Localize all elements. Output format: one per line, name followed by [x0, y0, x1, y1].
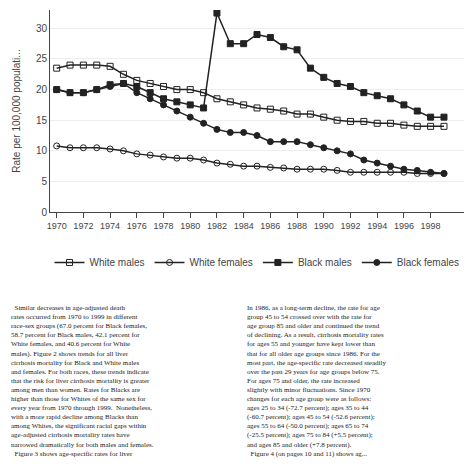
svg-text:1972: 1972 [73, 221, 93, 231]
svg-text:1992: 1992 [340, 221, 360, 231]
svg-text:15: 15 [36, 115, 48, 126]
svg-text:1970: 1970 [47, 221, 67, 231]
svg-text:Black females: Black females [397, 257, 459, 268]
svg-text:1998: 1998 [421, 221, 441, 231]
svg-text:10: 10 [36, 145, 48, 156]
svg-text:0: 0 [41, 207, 47, 218]
svg-text:1988: 1988 [287, 221, 307, 231]
svg-text:White males: White males [90, 257, 145, 268]
svg-text:Similar decreases in age-adjus: Similar decreases in age-adjusted deathr… [11, 304, 154, 458]
svg-text:White females: White females [190, 257, 253, 268]
svg-text:1994: 1994 [367, 221, 387, 231]
svg-text:5: 5 [41, 176, 47, 187]
svg-text:20: 20 [36, 84, 48, 95]
svg-text:Black males: Black males [298, 257, 352, 268]
svg-text:1976: 1976 [127, 221, 147, 231]
svg-text:30: 30 [36, 23, 48, 34]
svg-text:1984: 1984 [234, 221, 254, 231]
svg-text:1982: 1982 [207, 221, 227, 231]
svg-text:1974: 1974 [100, 221, 120, 231]
svg-text:Rate per 100,000 populati...: Rate per 100,000 populati... [11, 49, 22, 172]
svg-text:1996: 1996 [394, 221, 414, 231]
svg-text:1990: 1990 [314, 221, 334, 231]
svg-text:1980: 1980 [180, 221, 200, 231]
svg-text:1986: 1986 [260, 221, 280, 231]
svg-text:25: 25 [36, 53, 48, 64]
svg-text:1978: 1978 [154, 221, 174, 231]
svg-text:In 1986, as a long-term declin: In 1986, as a long-term decline, the rat… [247, 304, 386, 458]
